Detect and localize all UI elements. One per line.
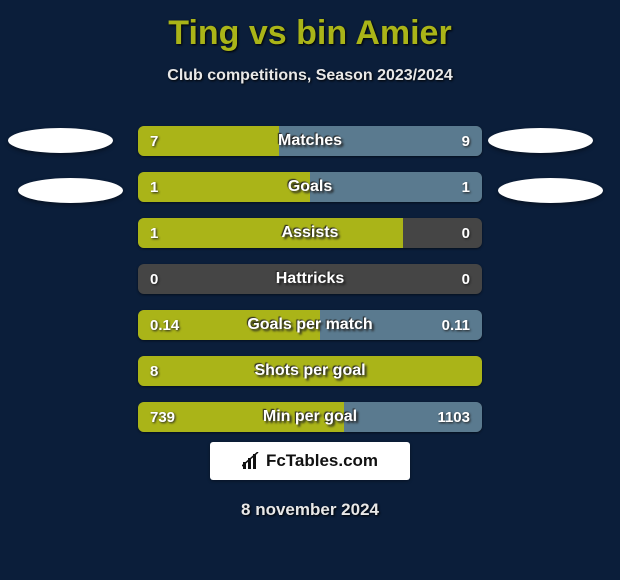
stat-bar-left <box>138 356 482 386</box>
left-player-flag <box>8 128 113 153</box>
brand-logo: FcTables.com <box>210 442 410 480</box>
stat-bar-left <box>138 310 320 340</box>
stat-bar-right <box>344 402 482 432</box>
stat-bar-right <box>320 310 482 340</box>
stat-row: 0.140.11Goals per match <box>138 310 482 340</box>
right-player-flag <box>488 128 593 153</box>
right-player-flag <box>498 178 603 203</box>
stat-bar-left <box>138 172 310 202</box>
stat-row: 8Shots per goal <box>138 356 482 386</box>
stat-bar-left <box>138 126 279 156</box>
stat-value-left: 0 <box>150 264 158 294</box>
stat-bar-left <box>138 402 344 432</box>
stat-value-right: 0 <box>462 218 470 248</box>
stat-row: 11Goals <box>138 172 482 202</box>
stat-row: 79Matches <box>138 126 482 156</box>
stat-value-right: 0 <box>462 264 470 294</box>
stat-label: Hattricks <box>138 264 482 294</box>
footer-date: 8 november 2024 <box>0 500 620 520</box>
brand-text: FcTables.com <box>266 451 378 471</box>
stat-row: 10Assists <box>138 218 482 248</box>
page-title: Ting vs bin Amier <box>0 0 620 53</box>
page-subtitle: Club competitions, Season 2023/2024 <box>0 67 620 85</box>
stat-row: 0 0Hattricks <box>138 264 482 294</box>
stat-bar-left <box>138 218 403 248</box>
stat-bar-right <box>310 172 482 202</box>
stat-row: 7391103Min per goal <box>138 402 482 432</box>
bars-icon <box>242 452 262 470</box>
stat-bar-right <box>279 126 482 156</box>
left-player-flag <box>18 178 123 203</box>
